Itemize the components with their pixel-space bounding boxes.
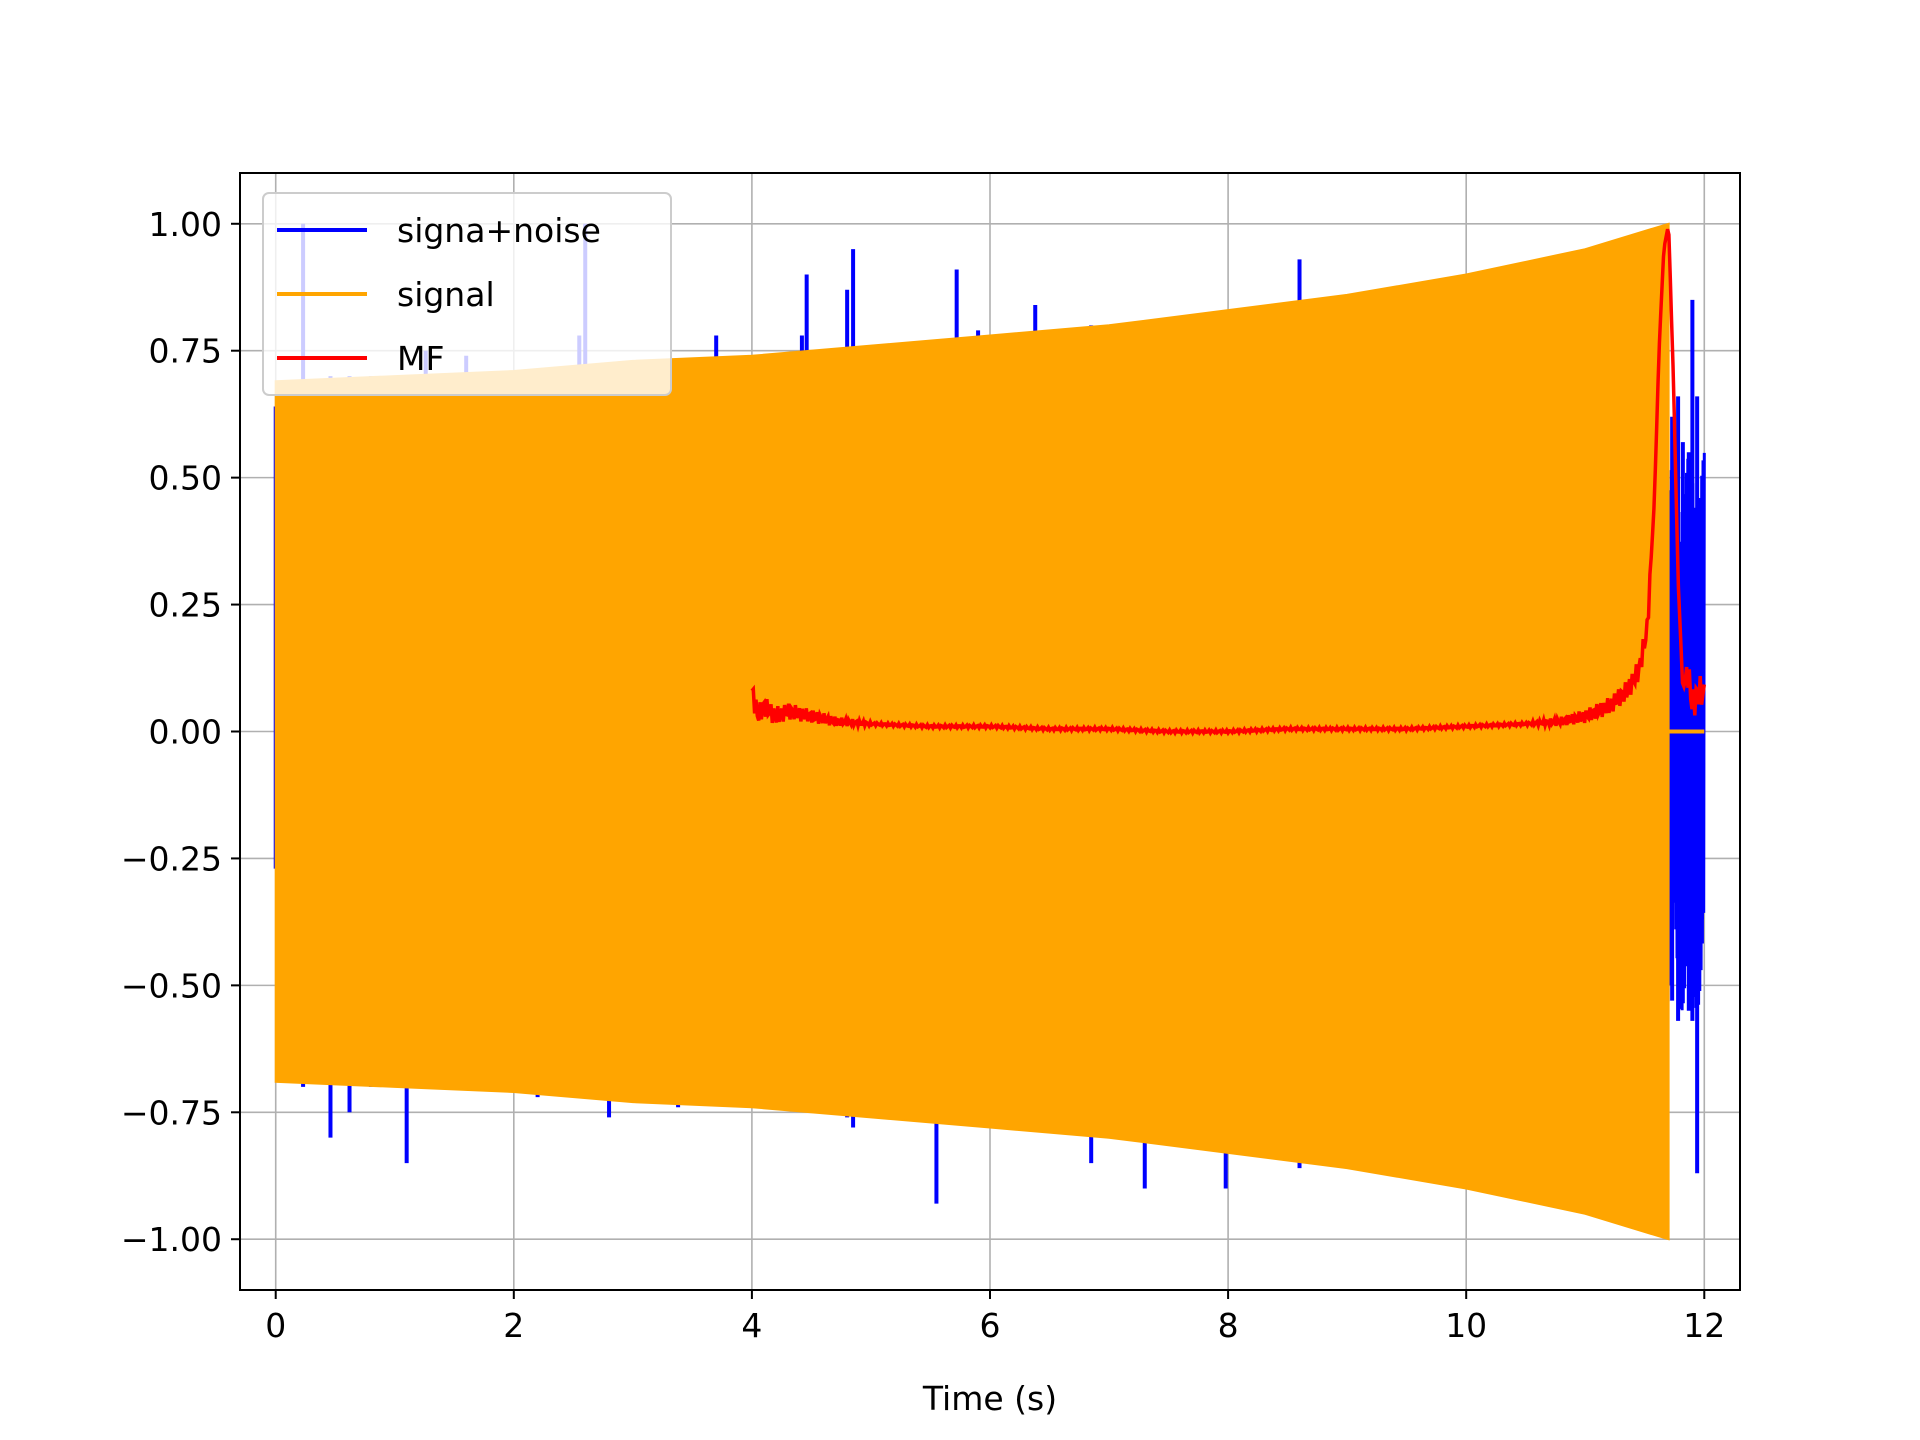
- x-tick-label: 0: [265, 1306, 286, 1345]
- noise-tail: [1664, 452, 1706, 1011]
- y-tick-label: −0.25: [121, 839, 222, 878]
- legend-label: MF: [397, 339, 444, 378]
- series-mf: [750, 228, 1707, 737]
- x-tick-label: 8: [1218, 1306, 1239, 1345]
- mf-line: [750, 228, 1707, 737]
- y-tick-label: −0.75: [121, 1093, 222, 1132]
- x-axis: 0 2 4 6 8 10 12: [265, 1290, 1725, 1345]
- x-tick-label: 2: [503, 1306, 524, 1345]
- legend-label: signa+noise: [397, 211, 601, 250]
- y-axis: −1.00 −0.75 −0.50 −0.25 0.00 0.25 0.50 0.75 1.00: [121, 205, 240, 1259]
- x-tick-label: 4: [741, 1306, 762, 1345]
- x-axis-label: Time (s): [922, 1379, 1057, 1418]
- series-signal-front: [274, 222, 1705, 1241]
- x-tick-label: 12: [1683, 1306, 1725, 1345]
- y-tick-label: 0.25: [149, 586, 222, 625]
- legend-label: signal: [397, 275, 495, 314]
- y-tick-label: 0.00: [149, 713, 222, 752]
- y-tick-label: 0.50: [149, 459, 222, 498]
- y-tick-label: −0.50: [121, 966, 222, 1005]
- y-tick-label: 0.75: [149, 332, 222, 371]
- y-tick-label: −1.00: [121, 1220, 222, 1259]
- x-tick-label: 6: [980, 1306, 1001, 1345]
- legend-box: [262, 192, 672, 396]
- legend: signa+noise signal MF: [262, 192, 672, 396]
- y-tick-label: 1.00: [149, 205, 222, 244]
- x-tick-label: 10: [1445, 1306, 1487, 1345]
- signal-envelope: [274, 222, 1670, 1241]
